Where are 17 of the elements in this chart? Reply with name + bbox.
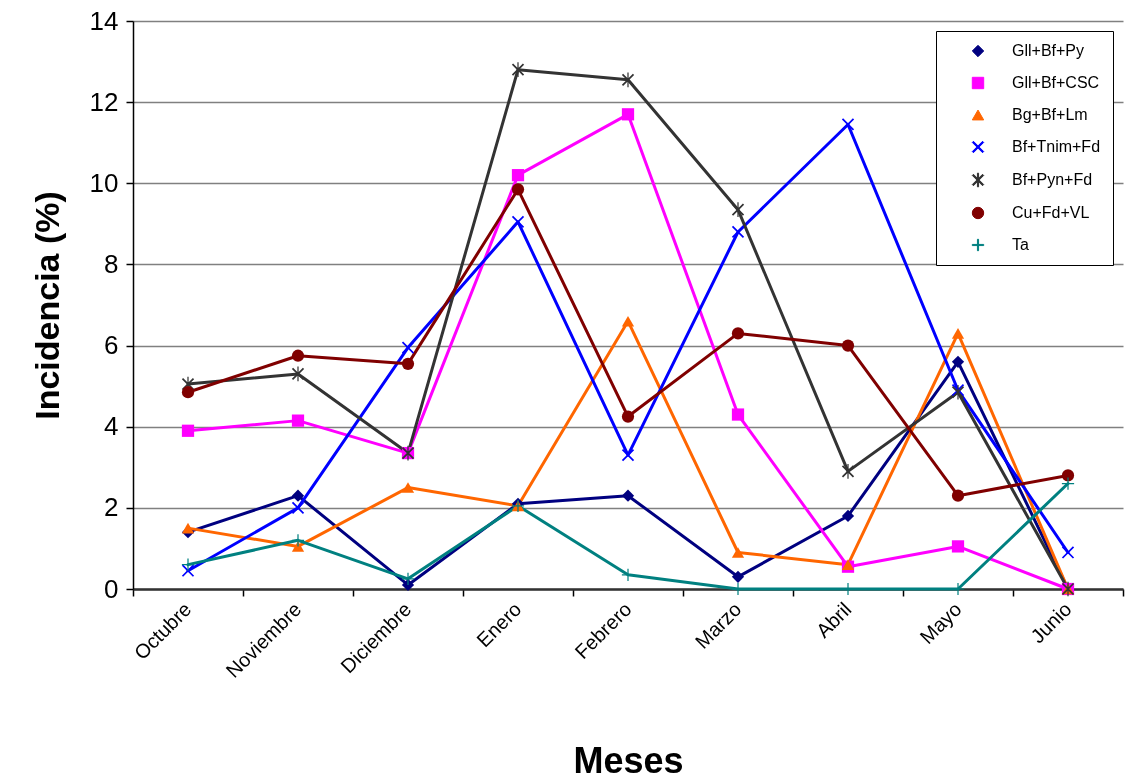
legend-label: Bf+Tnim+Fd <box>1012 138 1101 155</box>
x-axis-title: Meses <box>573 739 684 779</box>
legend-label: Cu+Fd+VL <box>1012 204 1090 221</box>
y-tick-label: 2 <box>104 492 119 523</box>
y-tick-label: 10 <box>89 167 119 198</box>
y-tick-label: 8 <box>104 248 119 279</box>
y-tick-label: 0 <box>104 573 119 604</box>
legend-label: Gll+Bf+CSC <box>1012 74 1100 91</box>
legend-label: Gll+Bf+Py <box>1012 42 1085 59</box>
y-axis-title: Incidencia (%) <box>27 191 66 420</box>
y-tick-label: 14 <box>89 5 119 36</box>
y-tick-label: 12 <box>89 86 119 117</box>
y-tick-label: 4 <box>104 411 119 442</box>
legend-label: Bg+Bf+Lm <box>1012 106 1088 123</box>
y-tick-label: 6 <box>104 330 119 361</box>
legend-label: Bf+Pyn+Fd <box>1012 171 1093 188</box>
legend-label: Ta <box>1012 236 1029 253</box>
